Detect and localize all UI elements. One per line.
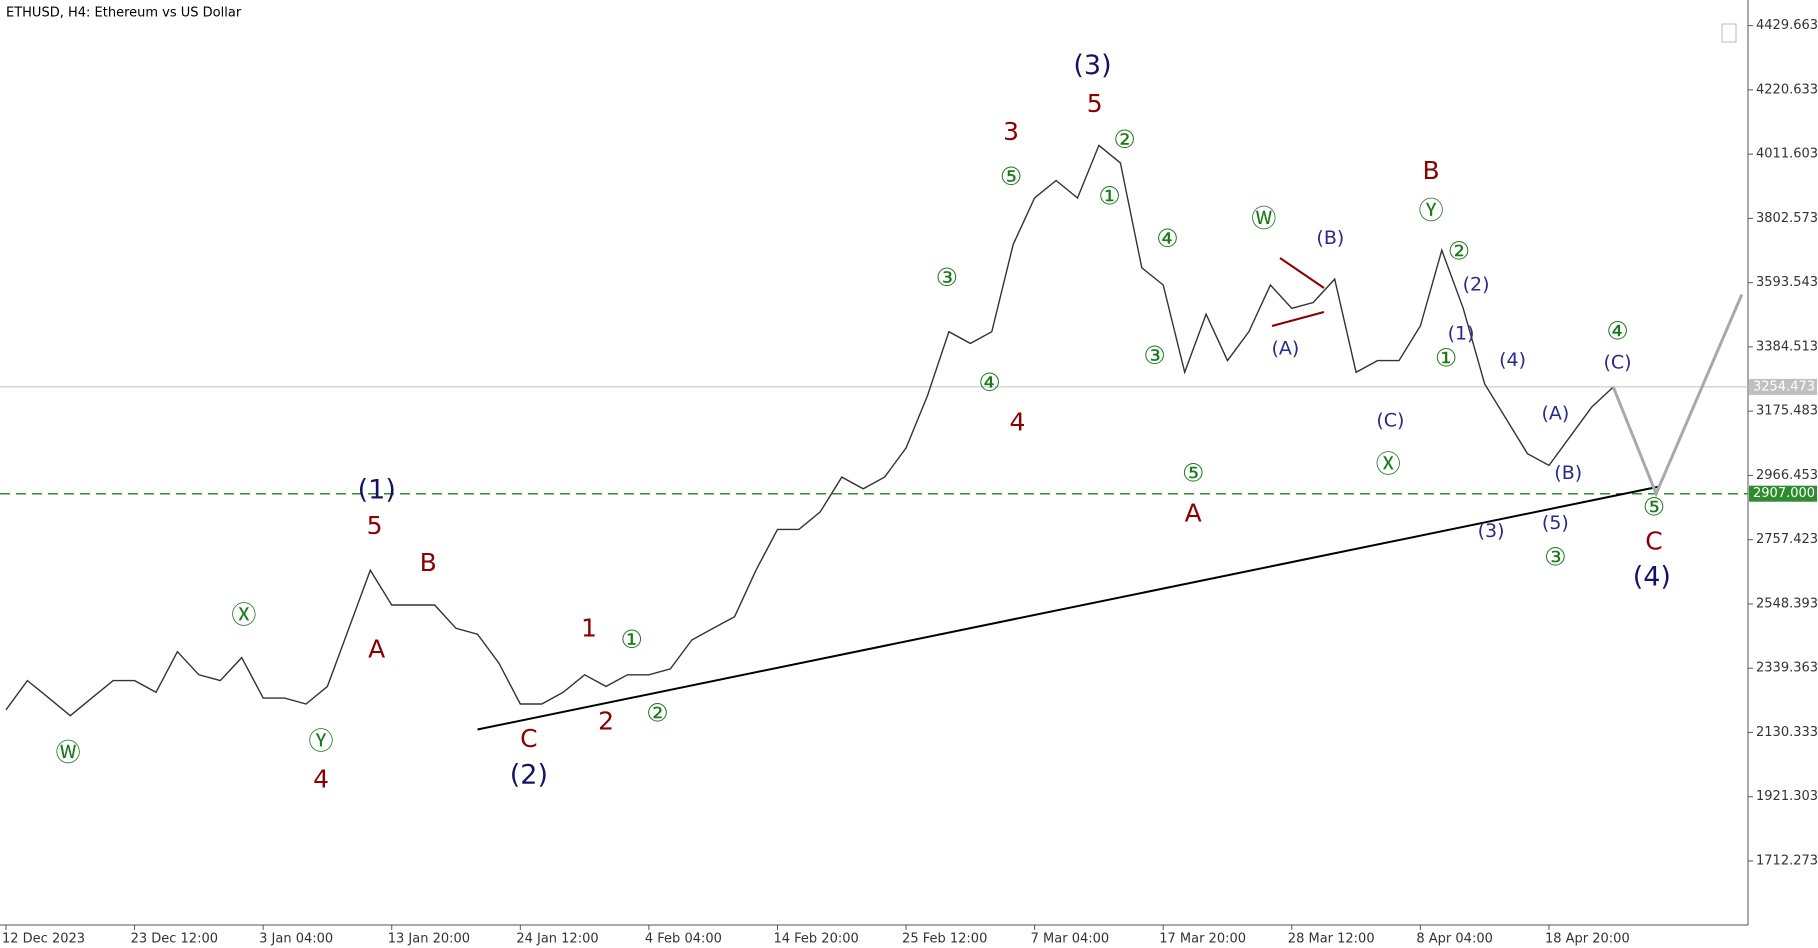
triangle-line [1271,311,1325,327]
wave-label: (4) [1633,562,1671,593]
x-tick-label: 14 Feb 20:00 [773,932,858,947]
y-tick-label: 3802.573 [1756,211,1818,226]
wave-label: C [1645,526,1662,555]
wave-label: ② [1113,125,1135,154]
price-label-box [1749,485,1817,502]
y-tick-label: 2966.453 [1756,468,1818,483]
x-tick-label: 23 Dec 12:00 [131,932,218,947]
x-tick-label: 4 Feb 04:00 [645,932,722,947]
wave-label: (C) [1376,410,1404,432]
wave-label: B [1423,156,1440,185]
wave-label: (B) [1554,462,1582,484]
price-label-box [1749,378,1817,395]
y-tick-label: 3384.513 [1756,339,1818,354]
wave-label: C [520,724,537,753]
wave-label: ② [1448,236,1470,265]
x-tick-label: 25 Feb 12:00 [902,932,987,947]
price-label: 3254.473 [1753,379,1815,394]
x-tick-label: 12 Dec 2023 [2,932,85,947]
wave-label: Ⓧ [1376,449,1401,478]
wave-label: Ⓦ [56,738,81,767]
wave-label: B [420,548,437,577]
trade-icon[interactable] [1721,23,1737,43]
wave-label: (3) [1073,50,1111,81]
wave-label: 4 [1010,407,1026,436]
wave-label: ⑤ [1000,162,1022,191]
y-tick-label: 4011.603 [1756,147,1818,162]
x-tick-label: 17 Mar 20:00 [1159,932,1246,947]
wave-label: 1 [581,613,597,642]
wave-label: Ⓨ [309,726,334,755]
wave-label: (1) [1448,322,1475,344]
y-tick-label: 1712.273 [1756,853,1818,868]
wave-label: (5) [1542,512,1569,534]
price-line [5,144,1614,717]
wave-label: ② [646,698,668,727]
wave-label: Ⓦ [1251,204,1276,233]
x-tick-label: 28 Mar 12:00 [1288,932,1375,947]
wave-label: ⑤ [1182,459,1204,488]
wave-label: 3 [1003,117,1019,146]
wave-label: Ⓨ [1419,196,1444,225]
wave-label: A [1185,498,1202,527]
wave-label: (3) [1478,520,1505,542]
wave-label: (B) [1316,227,1344,249]
wave-label: (C) [1603,352,1631,374]
wave-label: (A) [1271,337,1299,359]
y-tick-label: 1921.303 [1756,789,1818,804]
wave-label: ① [621,625,643,654]
wave-label: ③ [936,263,958,292]
y-tick-label: 2339.363 [1756,661,1818,676]
wave-label: 2 [598,706,614,735]
y-tick-label: 4429.663 [1756,18,1818,33]
y-tick-label: 2757.423 [1756,532,1818,547]
wave-label: (2) [510,759,548,790]
wave-label: 5 [1087,89,1103,118]
triangle-line [1279,257,1325,289]
y-tick-label: 3175.483 [1756,404,1818,419]
x-tick-label: 3 Jan 04:00 [259,932,333,947]
y-tick-label: 3593.543 [1756,275,1818,290]
projection-line [1611,293,1744,498]
wave-label: ③ [1544,543,1566,572]
x-tick-label: 24 Jan 12:00 [516,932,598,947]
wave-label: ④ [1156,224,1178,253]
x-tick-label: 13 Jan 20:00 [388,932,470,947]
y-tick-label: 2130.333 [1756,725,1818,740]
wave-label: (2) [1463,273,1490,295]
wave-label: A [368,634,385,663]
wave-label: ③ [1143,341,1165,370]
wave-label: 4 [313,765,329,794]
price-label: 2907.000 [1753,486,1815,501]
wave-label: (4) [1499,349,1526,371]
wave-label: 5 [367,511,383,540]
wave-label: (A) [1541,403,1569,425]
y-tick-label: 4220.633 [1756,82,1818,97]
wave-label: ⑤ [1643,492,1665,521]
wave-label: ① [1435,343,1457,372]
chart-title: ETHUSD, H4: Ethereum vs US Dollar [6,6,242,21]
wave-label: Ⓧ [231,601,256,630]
wave-label: ④ [978,368,1000,397]
wave-label: ④ [1606,317,1628,346]
wave-label: ① [1098,182,1120,211]
x-tick-label: 18 Apr 20:00 [1545,932,1630,947]
trendline [477,485,1661,731]
wave-label: (1) [358,474,396,505]
y-tick-label: 2548.393 [1756,596,1818,611]
x-tick-label: 8 Apr 04:00 [1416,932,1493,947]
x-tick-label: 7 Mar 04:00 [1031,932,1110,947]
